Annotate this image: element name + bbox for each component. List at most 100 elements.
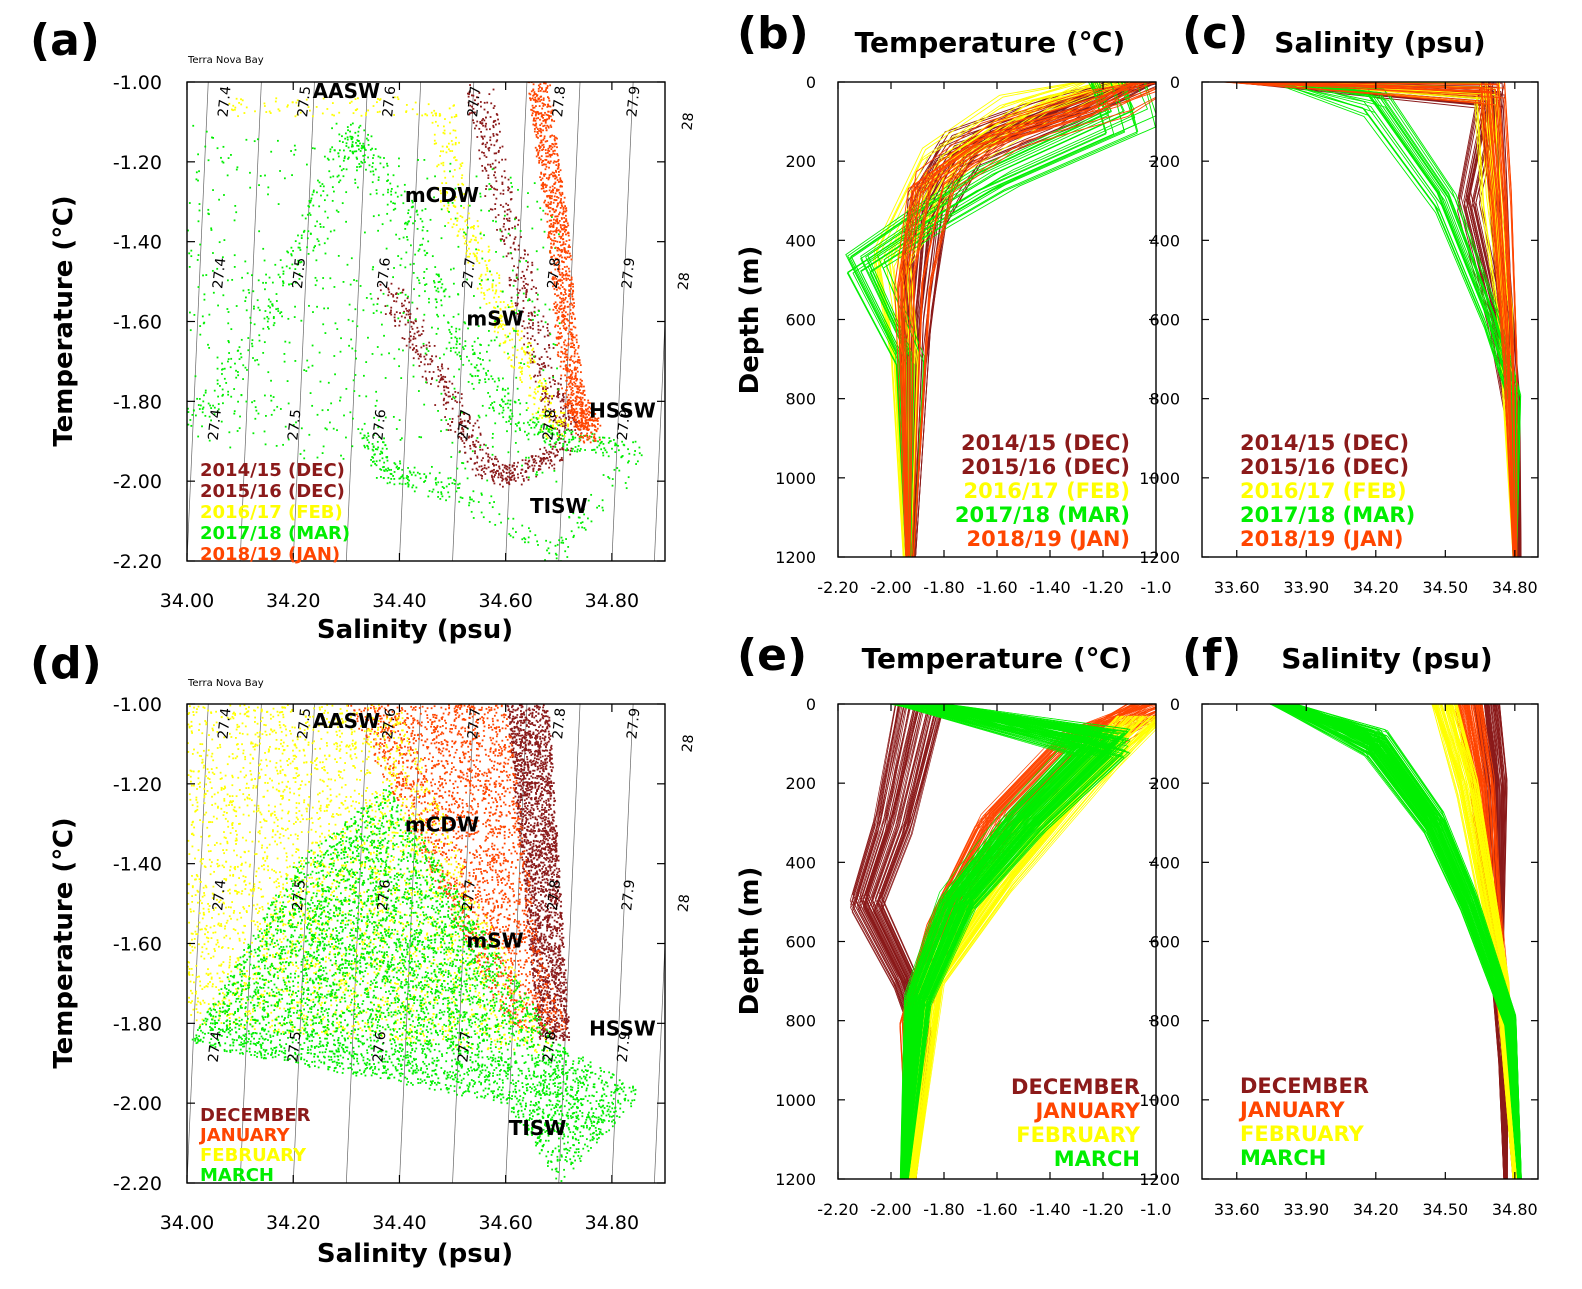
data-point xyxy=(574,326,577,329)
data-point xyxy=(453,397,456,400)
data-point xyxy=(438,280,441,283)
data-point xyxy=(548,415,551,418)
data-point xyxy=(413,466,416,469)
y-tick-label: 400 xyxy=(785,231,816,250)
data-point xyxy=(393,483,396,486)
data-point xyxy=(377,179,380,181)
data-point xyxy=(365,112,368,114)
data-point xyxy=(521,524,524,527)
data-point xyxy=(416,471,419,474)
data-point xyxy=(557,286,560,289)
data-point xyxy=(524,538,527,541)
data-point xyxy=(558,248,561,251)
data-point xyxy=(359,165,362,168)
data-point xyxy=(230,395,233,398)
data-point xyxy=(537,455,540,458)
data-point xyxy=(570,402,572,405)
data-point xyxy=(437,290,440,293)
data-point xyxy=(592,439,595,442)
data-point xyxy=(517,450,520,453)
data-point xyxy=(463,231,465,234)
data-point xyxy=(483,470,485,473)
data-point xyxy=(523,823,526,826)
data-point xyxy=(472,227,475,230)
data-point xyxy=(546,979,548,982)
data-point xyxy=(594,413,597,415)
data-point xyxy=(509,409,512,412)
data-point xyxy=(556,188,558,191)
data-point xyxy=(327,381,330,384)
data-point xyxy=(400,377,403,379)
data-point xyxy=(463,442,466,445)
data-point xyxy=(527,708,530,711)
data-point xyxy=(499,308,502,311)
data-point xyxy=(451,150,454,152)
data-point xyxy=(387,476,390,479)
data-point xyxy=(249,321,252,324)
data-point xyxy=(582,412,584,415)
data-point xyxy=(508,217,511,220)
data-point xyxy=(502,409,505,412)
data-point xyxy=(544,364,546,367)
data-point xyxy=(513,400,516,403)
data-point xyxy=(480,130,482,133)
data-point xyxy=(470,238,473,241)
data-point xyxy=(562,201,565,204)
data-point xyxy=(560,235,563,238)
data-point xyxy=(370,464,373,467)
data-point xyxy=(542,116,544,119)
data-point xyxy=(529,394,532,397)
data-point xyxy=(584,408,587,411)
data-point xyxy=(443,385,445,388)
data-point xyxy=(460,438,463,441)
data-point xyxy=(568,274,571,277)
data-point xyxy=(556,421,558,424)
data-point xyxy=(566,300,569,303)
data-point xyxy=(490,339,493,342)
data-point xyxy=(549,203,552,205)
data-point xyxy=(471,468,474,471)
data-point xyxy=(269,300,272,303)
data-point xyxy=(546,118,549,121)
data-point xyxy=(368,164,371,167)
data-point xyxy=(545,539,547,542)
data-point xyxy=(408,316,411,318)
data-point xyxy=(216,382,219,385)
data-point xyxy=(505,236,508,239)
data-point xyxy=(547,364,550,367)
data-point xyxy=(507,709,510,712)
data-point xyxy=(429,218,432,221)
data-point xyxy=(564,403,567,405)
data-point xyxy=(281,315,283,318)
data-point xyxy=(238,427,241,430)
data-point xyxy=(356,144,359,147)
data-point xyxy=(471,226,474,228)
data-point xyxy=(580,423,583,426)
data-point xyxy=(559,249,562,252)
data-point xyxy=(477,414,480,417)
data-point xyxy=(504,389,507,391)
data-point xyxy=(580,425,582,428)
data-point xyxy=(551,119,553,122)
data-point xyxy=(534,119,537,122)
data-point xyxy=(481,257,484,260)
data-point xyxy=(527,478,530,481)
data-point xyxy=(393,267,395,269)
data-point xyxy=(449,331,451,334)
data-point xyxy=(351,150,354,153)
data-point xyxy=(365,296,368,299)
data-point xyxy=(548,231,551,234)
data-point xyxy=(553,282,556,285)
data-point xyxy=(268,298,270,301)
data-point xyxy=(597,423,599,425)
data-point xyxy=(524,896,527,899)
data-point xyxy=(491,437,494,439)
data-point xyxy=(435,477,437,479)
data-point xyxy=(535,1015,538,1017)
data-point xyxy=(525,476,528,479)
y-axis-title-a: Temperature (℃) xyxy=(49,195,79,446)
data-point xyxy=(550,246,553,249)
data-point xyxy=(447,401,450,404)
data-point xyxy=(562,241,565,244)
data-point xyxy=(551,195,553,197)
